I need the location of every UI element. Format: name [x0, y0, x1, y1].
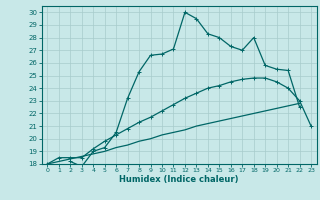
X-axis label: Humidex (Indice chaleur): Humidex (Indice chaleur) — [119, 175, 239, 184]
